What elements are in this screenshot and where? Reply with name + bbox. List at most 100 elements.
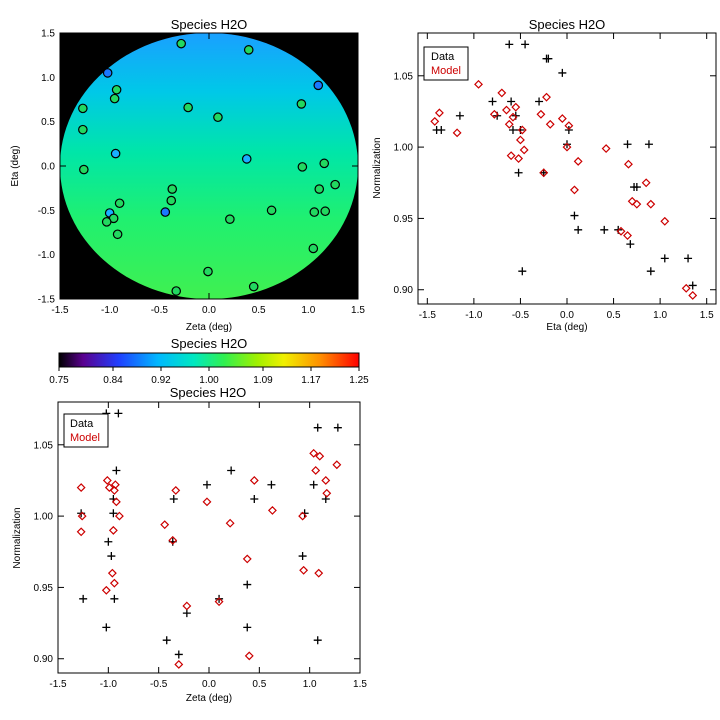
model-point bbox=[504, 119, 514, 129]
map-point bbox=[111, 84, 122, 95]
data-point bbox=[114, 409, 123, 418]
data-point bbox=[488, 97, 497, 106]
zeta-y-tick-label: 1.00 bbox=[34, 512, 54, 523]
zeta-legend-model: Model bbox=[70, 432, 100, 444]
map-point bbox=[225, 214, 235, 224]
model-point bbox=[430, 116, 440, 126]
data-point bbox=[646, 267, 655, 276]
map-point bbox=[203, 266, 213, 277]
map-point bbox=[79, 164, 89, 175]
map-point bbox=[320, 206, 331, 217]
eta-scatter-y-label: Normalization bbox=[372, 137, 383, 198]
map-point bbox=[313, 80, 324, 91]
zeta-scatter-points bbox=[76, 409, 342, 669]
model-point bbox=[174, 659, 184, 669]
eta-y-tick-label: 0.90 bbox=[394, 285, 414, 296]
model-point bbox=[182, 601, 192, 611]
data-point bbox=[112, 466, 121, 475]
model-point bbox=[681, 283, 691, 293]
eta-legend-model: Model bbox=[431, 65, 461, 77]
map-point bbox=[296, 99, 307, 109]
model-point bbox=[688, 290, 698, 300]
data-point bbox=[298, 552, 307, 561]
map-point bbox=[176, 38, 186, 49]
map-point bbox=[266, 205, 277, 216]
map-point bbox=[243, 45, 254, 55]
data-point bbox=[521, 40, 530, 49]
model-point bbox=[497, 88, 507, 98]
colorbar-tick-label: 1.00 bbox=[199, 375, 219, 386]
zeta-scatter-panel: Species H2O -1.5 -1.0 -0.5 0.0 0.5 1.0 1.5 0.9… bbox=[12, 385, 367, 704]
colorbar-title: Species H2O bbox=[171, 336, 248, 351]
zeta-x-tick-label: 0.5 bbox=[252, 679, 266, 690]
model-point bbox=[539, 168, 549, 178]
data-point bbox=[558, 68, 567, 77]
map-point bbox=[330, 179, 340, 190]
model-point bbox=[641, 178, 651, 188]
map-point bbox=[167, 184, 178, 194]
model-point bbox=[570, 185, 579, 195]
eta-legend-data: Data bbox=[431, 51, 455, 63]
eta-x-ticks: -1.5 -1.0 -0.5 0.0 0.5 1.0 1.5 bbox=[419, 33, 714, 321]
data-point bbox=[313, 636, 322, 645]
map-x-tick-label: -0.5 bbox=[151, 305, 169, 316]
model-point bbox=[111, 497, 121, 507]
model-point bbox=[76, 483, 86, 493]
data-point bbox=[182, 609, 191, 618]
colorbar-tick-label: 1.09 bbox=[253, 375, 273, 386]
eta-x-tick-label: -1.0 bbox=[465, 310, 483, 321]
data-point bbox=[600, 225, 609, 234]
map-y-tick-label: 0.5 bbox=[41, 117, 55, 128]
data-point bbox=[104, 537, 113, 546]
eta-scatter-x-label: Eta (deg) bbox=[546, 322, 587, 333]
eta-x-tick-label: 0.5 bbox=[607, 310, 621, 321]
model-point bbox=[321, 475, 331, 485]
map-y-tick-label: -0.5 bbox=[38, 206, 56, 217]
model-point bbox=[244, 651, 254, 661]
eta-y-ticks: 0.90 0.95 1.00 1.05 bbox=[394, 71, 716, 296]
map-y-ticks: -1.5 -1.0 -0.5 0.0 0.5 1.0 1.5 bbox=[38, 29, 358, 306]
model-point bbox=[160, 520, 170, 530]
model-point bbox=[632, 199, 642, 209]
map-x-tick-label: 0.0 bbox=[202, 305, 216, 316]
data-point bbox=[508, 125, 517, 134]
model-point bbox=[76, 527, 86, 537]
model-point bbox=[452, 128, 462, 138]
model-point bbox=[564, 121, 574, 131]
zeta-legend-box bbox=[63, 413, 109, 448]
model-point bbox=[104, 483, 114, 493]
model-point bbox=[573, 156, 583, 166]
zeta-x-tick-label: 0.0 bbox=[202, 679, 216, 690]
model-point bbox=[168, 535, 178, 545]
model-point bbox=[102, 475, 112, 485]
map-point bbox=[297, 162, 308, 172]
colorbar-ticks: 0.75 0.84 0.92 1.00 1.09 1.17 1.25 bbox=[49, 367, 369, 386]
data-point bbox=[539, 168, 548, 177]
model-point bbox=[202, 497, 212, 507]
model-point bbox=[646, 199, 656, 209]
zeta-y-tick-label: 0.95 bbox=[34, 583, 54, 594]
model-point bbox=[660, 216, 670, 226]
data-point bbox=[169, 494, 178, 503]
map-x-label: Zeta (deg) bbox=[186, 322, 232, 333]
map-x-ticks: -1.5 -1.0 -0.5 0.0 0.5 1.0 1.5 bbox=[51, 33, 365, 316]
map-y-tick-label: 1.5 bbox=[41, 29, 55, 40]
model-point bbox=[225, 518, 235, 528]
map-y-tick-label: 0.0 bbox=[41, 162, 55, 173]
data-point bbox=[516, 125, 525, 134]
model-point bbox=[332, 460, 342, 470]
data-point bbox=[688, 281, 697, 290]
zeta-y-ticks: 0.90 0.95 1.00 1.05 bbox=[34, 440, 360, 665]
zeta-y-tick-label: 1.05 bbox=[34, 440, 54, 451]
model-point bbox=[506, 151, 516, 161]
eta-scatter-title: Species H2O bbox=[529, 17, 606, 32]
data-point bbox=[110, 594, 119, 603]
map-y-label: Eta (deg) bbox=[10, 145, 21, 186]
data-point bbox=[79, 594, 88, 603]
data-point bbox=[514, 168, 523, 177]
model-point bbox=[101, 585, 111, 595]
model-point bbox=[110, 480, 120, 490]
data-point bbox=[162, 636, 171, 645]
colorbar-tick-label: 0.75 bbox=[49, 375, 69, 386]
